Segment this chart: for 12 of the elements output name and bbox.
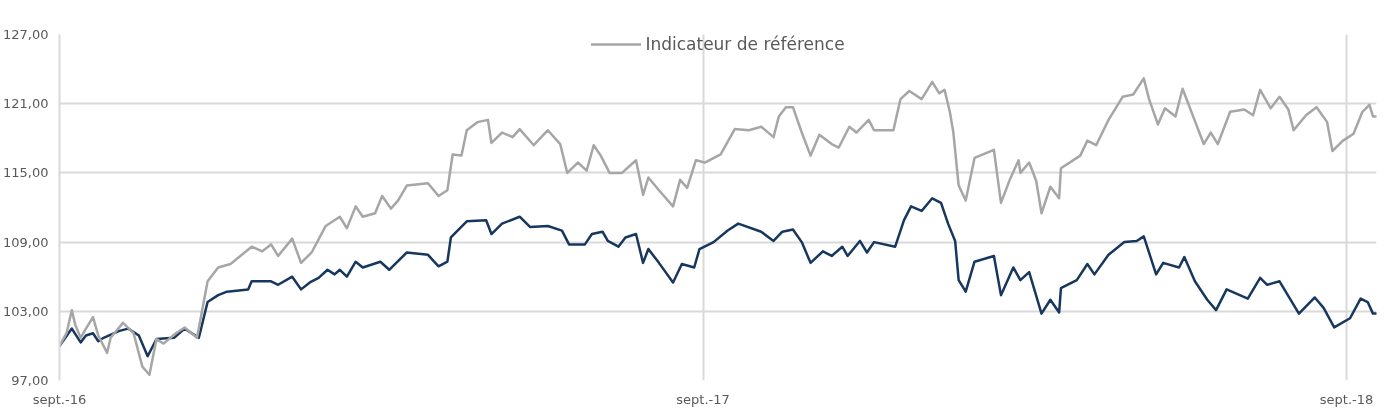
x-tick-label: sept.-17	[676, 391, 730, 407]
line-series	[59, 77, 1377, 376]
x-tick-label: sept.-18	[1319, 391, 1374, 407]
y-tick-label: 109,00	[3, 234, 49, 250]
y-tick-label: 121,00	[3, 96, 49, 112]
line-series	[59, 197, 1377, 358]
y-tick-label: 103,00	[3, 303, 49, 319]
y-tick-label: 97,00	[11, 373, 49, 388]
y-tick-label: 115,00	[3, 165, 49, 181]
legend-label: Indicateur de référence	[645, 34, 845, 54]
x-tick-label: sept.-16	[32, 391, 87, 407]
y-tick-label: 127,00	[3, 27, 49, 42]
